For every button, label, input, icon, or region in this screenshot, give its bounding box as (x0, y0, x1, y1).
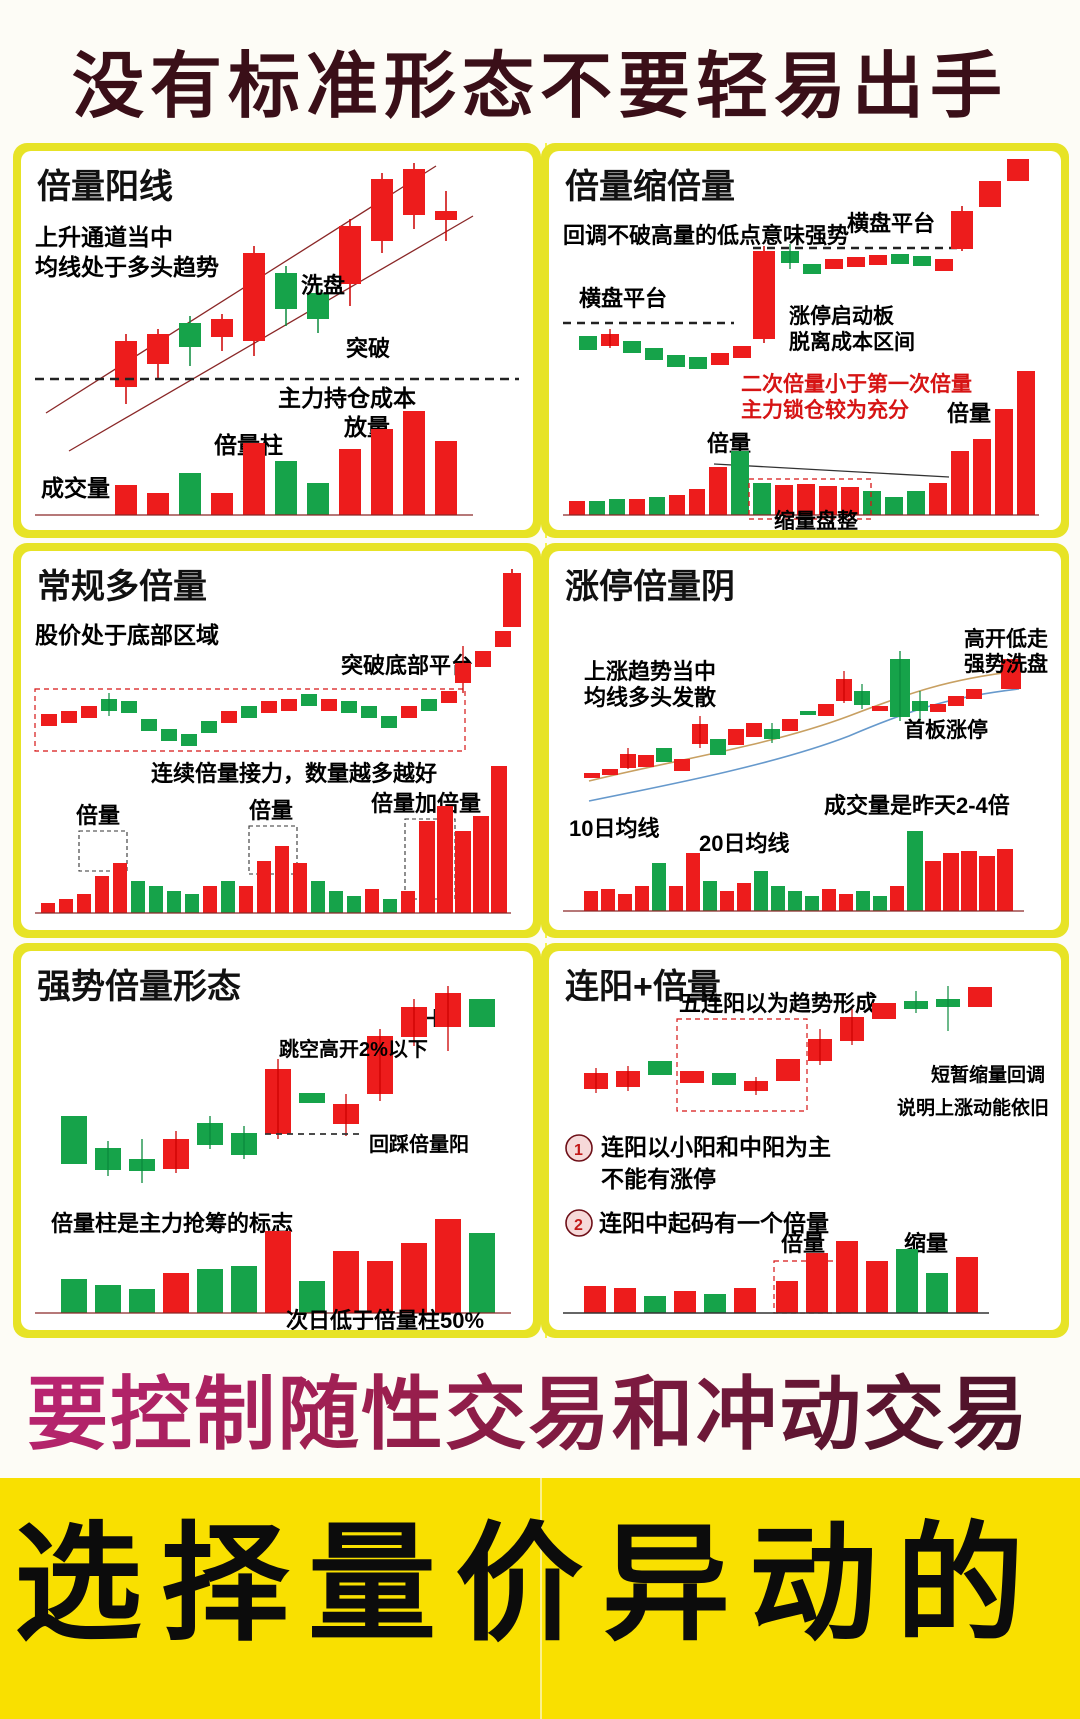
svg-text:强势洗盘: 强势洗盘 (964, 652, 1048, 676)
svg-text:上升通道当中: 上升通道当中 (35, 224, 173, 250)
svg-text:缩量盘整: 缩量盘整 (774, 509, 858, 530)
svg-text:回调不破高量的低点意味强势: 回调不破高量的低点意味强势 (563, 223, 849, 248)
svg-text:1: 1 (574, 1142, 583, 1159)
svg-text:2: 2 (574, 1217, 583, 1234)
svg-text:倍量加倍量: 倍量加倍量 (371, 791, 481, 816)
svg-text:二次倍量小于第一次倍量: 二次倍量小于第一次倍量 (741, 372, 972, 396)
svg-text:倍量柱是主力抢筹的标志: 倍量柱是主力抢筹的标志 (51, 1211, 293, 1236)
svg-text:倍量: 倍量 (76, 803, 120, 828)
svg-text:主力持仓成本: 主力持仓成本 (278, 385, 416, 411)
svg-text:回踩倍量阳: 回踩倍量阳 (369, 1132, 469, 1156)
svg-text:次日低于倍量柱50%: 次日低于倍量柱50% (286, 1308, 484, 1330)
svg-text:倍量: 倍量 (947, 401, 991, 426)
svg-text:横盘平台: 横盘平台 (579, 286, 667, 311)
svg-text:均线处于多头趋势: 均线处于多头趋势 (35, 254, 219, 280)
svg-text:短暂缩量回调: 短暂缩量回调 (931, 1063, 1045, 1086)
svg-text:股价处于底部区域: 股价处于底部区域 (35, 622, 219, 648)
svg-text:不能有涨停: 不能有涨停 (601, 1166, 716, 1192)
svg-text:主力锁仓较为充分: 主力锁仓较为充分 (741, 398, 909, 422)
svg-text:突破: 突破 (346, 336, 390, 361)
svg-text:连阳以小阳和中阳为主: 连阳以小阳和中阳为主 (601, 1134, 831, 1160)
svg-text:洗盘: 洗盘 (301, 273, 345, 298)
svg-text:20日均线: 20日均线 (699, 831, 789, 856)
svg-text:五连阳以为趋势形成: 五连阳以为趋势形成 (679, 991, 877, 1016)
svg-text:突破底部平台: 突破底部平台 (341, 653, 473, 678)
svg-text:涨停启动板: 涨停启动板 (789, 304, 895, 328)
svg-text:上涨趋势当中: 上涨趋势当中 (584, 659, 716, 684)
svg-text:成交量是昨天2-4倍: 成交量是昨天2-4倍 (824, 793, 1010, 818)
svg-text:10日均线: 10日均线 (569, 816, 659, 841)
svg-text:倍量: 倍量 (249, 798, 293, 823)
svg-text:均线多头发散: 均线多头发散 (584, 685, 717, 710)
svg-text:首板涨停: 首板涨停 (904, 718, 988, 742)
svg-text:倍量: 倍量 (781, 1231, 825, 1256)
svg-text:横盘平台: 横盘平台 (847, 211, 935, 236)
svg-text:连续倍量接力，数量越多越好: 连续倍量接力，数量越多越好 (151, 761, 437, 786)
svg-text:说明上涨动能依旧: 说明上涨动能依旧 (897, 1096, 1049, 1119)
svg-text:高开低走: 高开低走 (964, 627, 1048, 651)
svg-text:脱离成本区间: 脱离成本区间 (789, 330, 915, 354)
svg-text:跳空高开2%以下: 跳空高开2%以下 (279, 1037, 428, 1061)
svg-text:成交量: 成交量 (41, 475, 110, 501)
